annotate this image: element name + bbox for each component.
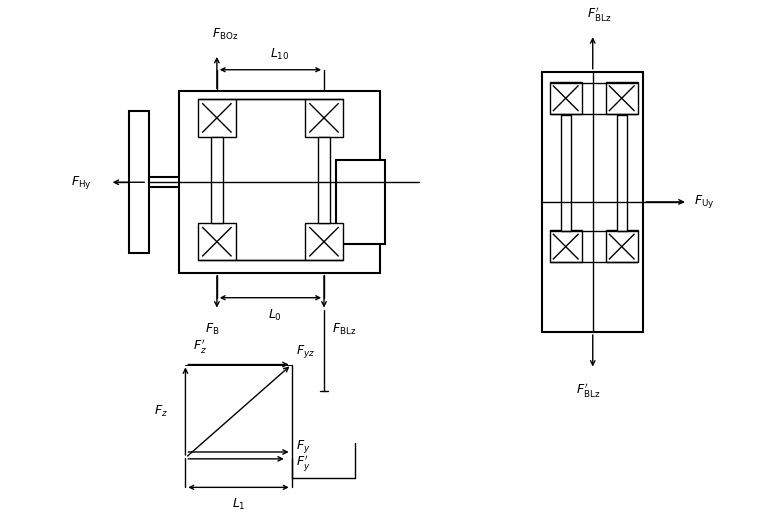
Bar [561, 115, 571, 231]
Bar [306, 99, 343, 136]
Bar [336, 160, 385, 244]
Text: $F_{\rm Uy}$: $F_{\rm Uy}$ [695, 193, 715, 210]
Text: $L_0$: $L_0$ [268, 307, 282, 323]
Bar [542, 72, 644, 332]
Text: $L_{10}$: $L_{10}$ [271, 47, 290, 62]
Text: $L_1$: $L_1$ [232, 497, 245, 512]
Text: $F_{\rm BOz}$: $F_{\rm BOz}$ [211, 27, 238, 42]
Bar [211, 136, 223, 223]
Bar [306, 223, 343, 260]
Bar [606, 82, 638, 114]
Bar [198, 223, 236, 260]
Text: $F_y'$: $F_y'$ [296, 453, 311, 473]
Text: $F_{\rm BLz}'$: $F_{\rm BLz}'$ [575, 381, 600, 399]
Bar [550, 230, 582, 262]
Text: $F_{\rm BLz}$: $F_{\rm BLz}$ [332, 322, 356, 337]
Bar [318, 136, 330, 223]
Bar [129, 111, 149, 253]
Bar [550, 82, 582, 114]
Bar [617, 115, 627, 231]
Text: $F_y$: $F_y$ [296, 438, 311, 455]
Text: $F_{yz}$: $F_{yz}$ [296, 342, 315, 359]
Text: $F_{\rm Hy}$: $F_{\rm Hy}$ [71, 174, 92, 191]
Text: $F_z'$: $F_z'$ [193, 337, 207, 355]
Bar [606, 230, 638, 262]
Text: $F_{\rm BLz}'$: $F_{\rm BLz}'$ [587, 5, 611, 23]
Text: $F_{\rm B}$: $F_{\rm B}$ [204, 322, 219, 337]
Bar [179, 91, 380, 273]
Text: $F_z$: $F_z$ [154, 404, 168, 419]
Bar [198, 99, 236, 136]
